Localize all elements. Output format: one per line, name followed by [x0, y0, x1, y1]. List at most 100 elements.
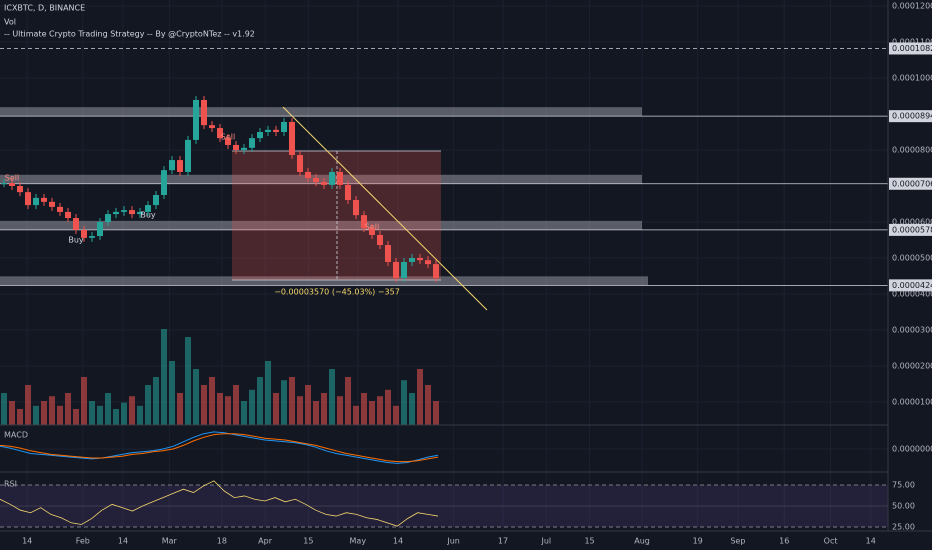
date-label: Mar: [162, 537, 178, 546]
date-label: 14: [118, 537, 128, 546]
candle: [321, 182, 327, 185]
candle: [409, 258, 415, 262]
volume-bar: [385, 389, 391, 425]
volume-bar: [353, 405, 359, 425]
price-label: 0.00002000: [892, 362, 932, 371]
volume-bar: [305, 385, 311, 425]
price-label-box: [889, 177, 932, 190]
candle: [361, 215, 367, 229]
date-label: 16: [779, 537, 789, 546]
candle: [345, 184, 351, 201]
volume-bar: [409, 393, 415, 425]
volume-bar: [337, 396, 343, 425]
candle: [273, 129, 279, 132]
candle: [1, 183, 7, 185]
candle: [257, 132, 263, 139]
candle: [217, 128, 223, 139]
volume-bar: [217, 393, 223, 425]
candle: [193, 99, 199, 140]
candle: [129, 210, 135, 215]
volume-bar: [273, 393, 279, 425]
candle: [225, 138, 231, 145]
price-label: 0.00012000: [892, 2, 932, 11]
candle: [121, 210, 127, 212]
signal-label: Buy: [140, 211, 156, 220]
date-label: Jun: [446, 537, 460, 546]
volume-bar: [329, 369, 335, 425]
candle: [329, 171, 335, 185]
price-label-box: [889, 110, 932, 123]
volume-bar: [377, 396, 383, 425]
date-label: Feb: [76, 537, 90, 546]
candle: [297, 155, 303, 172]
volume-bar: [105, 393, 111, 425]
candle: [385, 245, 391, 262]
price-label: 0.00004240: [892, 281, 932, 290]
candle: [401, 261, 407, 279]
price-label: 0.00008000: [892, 146, 932, 155]
zone: [0, 220, 642, 230]
candle: [433, 264, 439, 279]
candle: [185, 139, 191, 172]
rsi-tick-label: 25.00: [892, 523, 915, 532]
volume-bar: [73, 409, 79, 425]
signal-label: Buy: [68, 235, 84, 244]
trend-line: [282, 106, 488, 311]
candle: [313, 178, 319, 183]
volume-bar: [81, 377, 87, 425]
candle: [57, 206, 63, 212]
candle: [153, 195, 159, 206]
volume-bar: [113, 409, 119, 425]
date-label: Oct: [824, 537, 838, 546]
volume-bar: [145, 385, 151, 425]
volume-bar: [201, 385, 207, 425]
volume-bar: [169, 361, 175, 425]
date-label: May: [350, 537, 367, 546]
price-label: 0.00004000: [892, 290, 932, 299]
candle: [9, 183, 15, 186]
rsi-band: [0, 485, 888, 527]
candle: [241, 147, 247, 150]
volume-bar: [185, 337, 191, 425]
candle: [201, 99, 207, 126]
volume-bar: [281, 380, 287, 425]
date-label: Apr: [258, 537, 273, 546]
candle: [177, 160, 183, 172]
volume-bar: [49, 396, 55, 425]
candle: [33, 197, 39, 206]
volume-bar: [361, 393, 367, 425]
price-label-box: [889, 279, 932, 292]
candle: [17, 186, 23, 193]
rsi-tick-label: 50.00: [892, 502, 915, 511]
volume-bar: [425, 385, 431, 425]
volume-bar: [137, 405, 143, 425]
volume-bar: [297, 396, 303, 425]
date-label: 19: [693, 537, 703, 546]
volume-bar: [257, 377, 263, 425]
volume-bar: [9, 401, 15, 425]
volume-bar: [241, 401, 247, 425]
date-label: 15: [303, 537, 313, 546]
candle: [305, 171, 311, 179]
candle: [169, 160, 175, 171]
volume-bar: [225, 396, 231, 425]
volume-bar: [417, 369, 423, 425]
volume-bar: [121, 402, 127, 425]
candle: [289, 121, 295, 156]
macd-signal: [0, 433, 439, 463]
signal-label: Sell: [221, 132, 235, 141]
volume-bar: [433, 401, 439, 425]
candle: [233, 144, 239, 150]
candle: [41, 197, 47, 202]
date-label: 17: [498, 537, 508, 546]
candle: [249, 138, 255, 148]
date-label: Aug: [634, 537, 650, 546]
zone: [0, 276, 648, 286]
volume-label: Vol: [4, 18, 16, 27]
candle: [97, 222, 103, 237]
volume-bar: [233, 385, 239, 425]
price-label: 0.00005781: [892, 225, 932, 234]
candle: [65, 211, 71, 219]
price-label-box: [889, 223, 932, 236]
rsi-tick-label: 75.00: [892, 481, 915, 490]
